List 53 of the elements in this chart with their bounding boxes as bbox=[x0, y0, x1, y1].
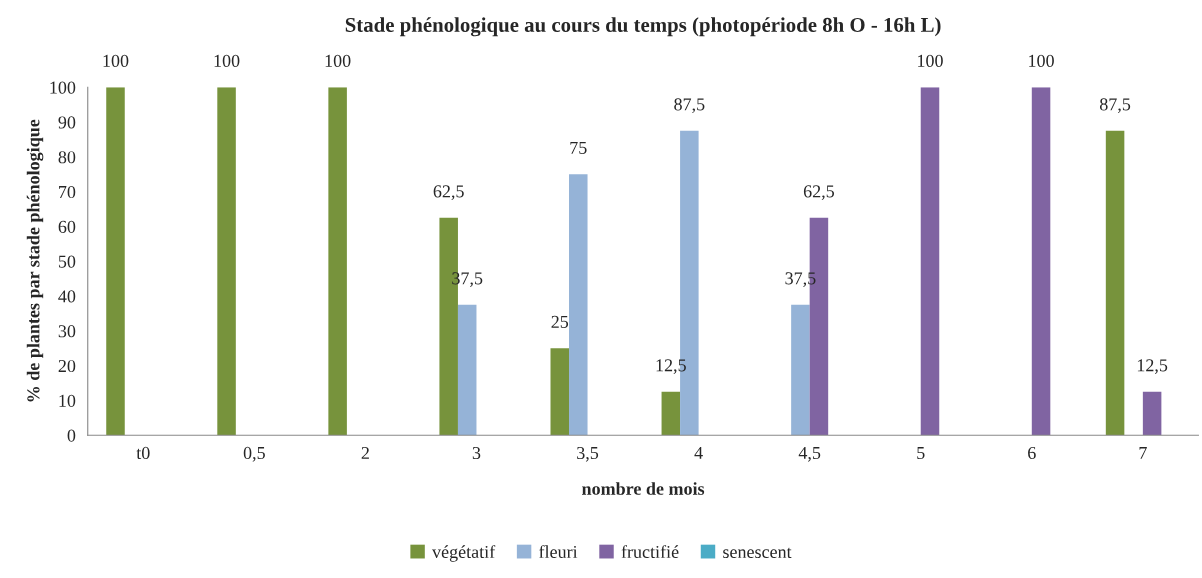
bar bbox=[328, 87, 347, 436]
data-label: 12,5 bbox=[1137, 359, 1168, 374]
bar bbox=[457, 304, 477, 436]
bar bbox=[217, 87, 236, 436]
x-tick-label: 4,5 bbox=[798, 446, 821, 462]
y-tick-label: 50 bbox=[58, 255, 76, 268]
data-label: 75 bbox=[570, 141, 587, 154]
data-label: 100 bbox=[325, 54, 351, 67]
y-axis-title: % de plantes par stade phénologique bbox=[26, 119, 44, 402]
data-label: 87,5 bbox=[1099, 98, 1131, 114]
x-tick-label: 0,5 bbox=[243, 446, 265, 462]
bar bbox=[920, 87, 940, 436]
y-tick-label: 90 bbox=[58, 116, 76, 129]
bar bbox=[1142, 391, 1162, 436]
bar bbox=[550, 348, 570, 436]
bar bbox=[1105, 130, 1125, 436]
bar bbox=[1031, 87, 1051, 436]
bar bbox=[791, 304, 810, 436]
legend-label: fructifié bbox=[621, 545, 679, 559]
x-tick-label: 5 bbox=[917, 447, 925, 460]
y-tick-label: 60 bbox=[58, 220, 76, 233]
data-label: 100 bbox=[1029, 54, 1054, 67]
y-tick-label: 40 bbox=[58, 290, 76, 303]
legend-label: végétatif bbox=[432, 545, 496, 562]
data-label: 87,5 bbox=[674, 98, 705, 114]
legend-label: senescent bbox=[723, 547, 792, 559]
bar bbox=[661, 391, 681, 436]
y-tick-label: 0 bbox=[67, 429, 76, 442]
chart-title: Stade phénologique au cours du temps (photopériode 8h O - 16h L) bbox=[345, 17, 941, 37]
x-tick-label: 3 bbox=[472, 446, 481, 460]
y-tick-label: 100 bbox=[50, 81, 76, 94]
x-tick-label: 3,5 bbox=[577, 446, 599, 462]
data-label: 62,5 bbox=[803, 185, 835, 201]
y-tick-label: 70 bbox=[59, 185, 76, 199]
x-tick-label: 4 bbox=[694, 446, 703, 459]
legend-label: fleuri bbox=[539, 545, 578, 559]
data-label: 100 bbox=[103, 54, 129, 67]
x-tick-label: 2 bbox=[361, 446, 369, 459]
data-label: 12,5 bbox=[656, 359, 686, 374]
y-tick-label: 80 bbox=[58, 151, 76, 164]
bar bbox=[106, 87, 125, 436]
y-tick-label: 30 bbox=[58, 325, 76, 338]
x-tick-label: t0 bbox=[136, 446, 150, 460]
x-tick-label: 7 bbox=[1139, 447, 1147, 459]
x-tick-label: 6 bbox=[1028, 446, 1036, 460]
data-label: 62,5 bbox=[433, 185, 464, 201]
data-label: 100 bbox=[918, 54, 943, 67]
y-tick-label: 20 bbox=[58, 359, 76, 373]
data-label: 25 bbox=[551, 315, 569, 328]
x-axis-title: nombre de mois bbox=[582, 482, 705, 495]
data-label: 100 bbox=[214, 54, 240, 67]
y-tick-label: 10 bbox=[59, 394, 76, 407]
bar bbox=[569, 174, 588, 436]
